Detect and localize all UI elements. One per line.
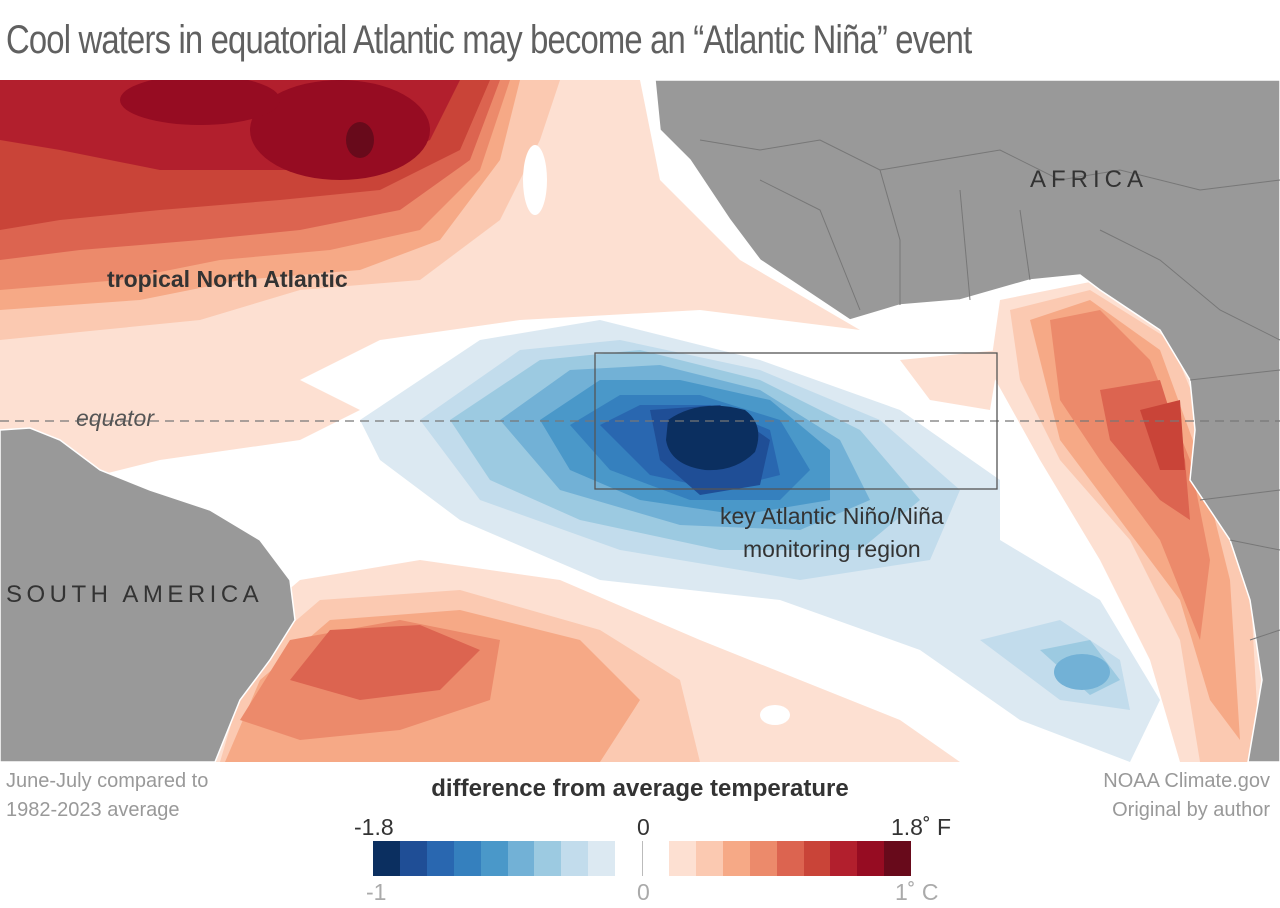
credit-line1: NOAA Climate.gov	[1103, 770, 1270, 792]
legend-swatch	[615, 841, 643, 876]
legend-swatch	[749, 841, 777, 876]
legend-swatch	[399, 841, 427, 876]
legend-swatch	[561, 841, 589, 876]
legend-swatch	[830, 841, 858, 876]
legend-swatch	[507, 841, 535, 876]
legend-zero-line	[642, 841, 643, 876]
legend-swatch	[373, 841, 400, 876]
monitoring-region-box	[594, 352, 998, 490]
legend-swatch	[884, 841, 912, 876]
legend-swatch	[803, 841, 831, 876]
legend-color-bar	[373, 841, 912, 876]
legend-f-min: -1.8	[354, 814, 394, 840]
legend-swatch	[668, 841, 696, 876]
legend-swatch	[453, 841, 481, 876]
label-africa: AFRICA	[1030, 166, 1149, 193]
legend-c-min: -1	[366, 879, 387, 905]
legend-swatch	[695, 841, 723, 876]
south-america-landmass	[0, 427, 296, 762]
legend-c-max: 1˚ C	[895, 879, 939, 905]
period-note: June-July compared to 1982-2023 average	[6, 767, 208, 825]
credit-note: NOAA Climate.gov Original by author	[1103, 767, 1270, 825]
legend-swatch	[480, 841, 508, 876]
africa-landmass	[654, 80, 1280, 762]
legend-swatch	[642, 841, 669, 876]
legend-swatch	[776, 841, 804, 876]
legend-f-mid: 0	[637, 814, 650, 840]
sst-anomaly-map	[0, 80, 1280, 762]
legend-swatch	[857, 841, 885, 876]
label-monitoring-region-line1: key Atlantic Niño/Niña	[720, 503, 944, 529]
label-tropical-north-atlantic: tropical North Atlantic	[107, 266, 348, 292]
legend-swatch	[534, 841, 562, 876]
label-equator: equator	[76, 405, 155, 431]
legend-title: difference from average temperature	[431, 775, 849, 802]
label-monitoring-region: key Atlantic Niño/Niña monitoring region	[720, 500, 944, 566]
legend-c-mid: 0	[637, 879, 650, 905]
period-line1: June-July compared to	[6, 770, 209, 792]
credit-line2: Original by author	[1112, 799, 1270, 821]
legend-swatch	[426, 841, 454, 876]
period-line2: 1982-2023 average	[6, 799, 180, 821]
label-monitoring-region-line2: monitoring region	[743, 536, 921, 562]
legend-swatch	[722, 841, 750, 876]
label-south-america: SOUTH AMERICA	[6, 581, 264, 608]
page-title: Cool waters in equatorial Atlantic may b…	[6, 18, 972, 62]
legend-f-max: 1.8˚ F	[891, 814, 952, 840]
country-borders	[699, 139, 1280, 641]
legend-swatch	[588, 841, 616, 876]
